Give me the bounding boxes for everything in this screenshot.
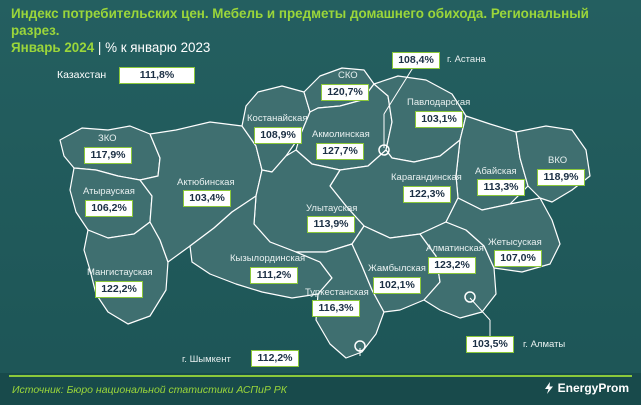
region-value-karaganda: 122,3% — [403, 186, 451, 203]
astana-marker-icon — [378, 144, 390, 156]
region-value-zhetysu: 107,0% — [494, 250, 542, 267]
country-label: Казахстан — [57, 69, 107, 81]
region-value-atyrau: 106,2% — [85, 200, 133, 217]
region-value-sko: 120,7% — [321, 84, 369, 101]
city-label-almaty: г. Алматы — [523, 339, 566, 350]
page-title: Индекс потребительских цен. Мебель и пре… — [11, 5, 631, 56]
region-value-turkestan: 116,3% — [312, 300, 360, 317]
region-value-pavlodar: 103,1% — [415, 111, 463, 128]
city-label-astana: г. Астана — [447, 54, 486, 65]
region-label-almaty-obl: Алматинская — [426, 243, 484, 254]
region-value-zhambyl: 102,1% — [373, 277, 421, 294]
region-label-abay: Абайская — [475, 166, 517, 177]
title-separator: | — [97, 40, 102, 55]
region-value-aktobe: 103,4% — [183, 190, 231, 207]
region-label-atyrau: Атырауская — [83, 186, 135, 197]
shymkent-marker-icon — [354, 340, 366, 352]
lightning-icon — [544, 382, 553, 394]
city-value-shymkent: 112,2% — [251, 350, 299, 367]
region-label-mangystau: Мангистауская — [87, 267, 153, 278]
region-label-akmola: Акмолинская — [312, 129, 370, 140]
region-value-almaty-obl: 123,2% — [428, 257, 476, 274]
region-label-karaganda: Карагандинская — [391, 172, 462, 183]
region-label-zhetysu: Жетысуская — [488, 237, 542, 248]
region-value-zko: 117,9% — [84, 147, 132, 164]
footer-divider — [9, 375, 632, 377]
country-value: 111,8% — [119, 67, 195, 84]
region-shape-mangystau — [83, 221, 169, 325]
region-label-ulytau: Улытауская — [306, 203, 358, 214]
brand-name: EnergyProm — [557, 381, 629, 395]
region-label-aktobe: Актюбинская — [177, 177, 235, 188]
almaty-marker-icon — [464, 291, 476, 303]
region-value-akmola: 127,7% — [316, 143, 364, 160]
region-value-vko: 118,9% — [537, 169, 585, 186]
source-text: Источник: Бюро национальной статистики А… — [12, 384, 287, 396]
region-value-abay: 113,3% — [477, 179, 525, 196]
region-label-sko: СКО — [338, 70, 358, 81]
region-value-kyzylorda: 111,2% — [250, 267, 298, 284]
astana-leader-line-2 — [383, 65, 415, 115]
title-main: Индекс потребительских цен. Мебель и пре… — [11, 6, 589, 38]
region-value-kostanay: 108,9% — [254, 127, 302, 144]
region-label-vko: ВКО — [548, 155, 568, 166]
region-label-zko: ЗКО — [98, 133, 117, 144]
city-value-astana: 108,4% — [392, 52, 440, 69]
brand-logo: EnergyProm — [543, 381, 629, 395]
region-label-pavlodar: Павлодарская — [407, 97, 471, 108]
region-label-kyzylorda: Кызылординская — [230, 253, 306, 264]
footer — [0, 373, 641, 405]
region-value-mangystau: 122,2% — [95, 281, 143, 298]
title-unit: % к январю 2023 — [105, 40, 211, 55]
region-label-turkestan: Туркестанская — [305, 287, 369, 298]
region-label-zhambyl: Жамбылская — [368, 263, 426, 274]
city-value-almaty: 103,5% — [466, 336, 514, 353]
region-value-ulytau: 113,9% — [307, 216, 355, 233]
region-label-kostanay: Костанайская — [247, 113, 308, 124]
title-period: Январь 2024 — [11, 40, 95, 55]
city-label-shymkent: г. Шымкент — [182, 354, 231, 365]
